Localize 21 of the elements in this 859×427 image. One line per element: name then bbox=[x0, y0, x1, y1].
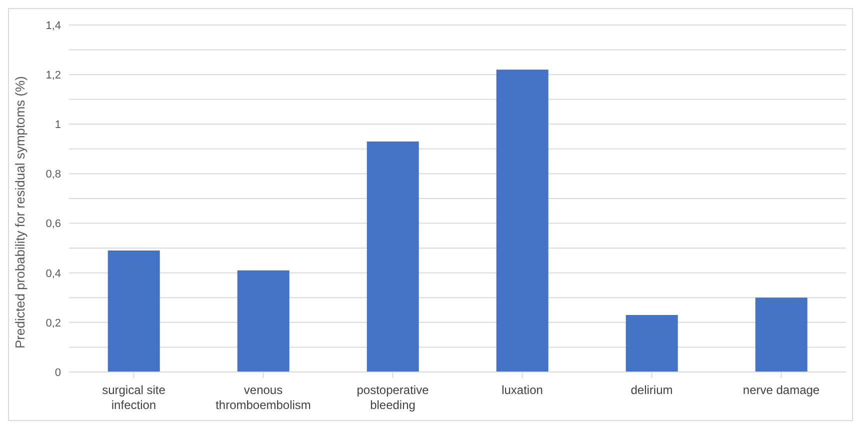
x-tick-label: venous thromboembolism bbox=[216, 383, 311, 412]
y-tick-label: 0 bbox=[54, 366, 61, 379]
y-tick-label: 0,8 bbox=[46, 168, 61, 181]
x-tick-label: surgical site infection bbox=[102, 383, 166, 412]
x-tick-label: delirium bbox=[630, 383, 673, 397]
y-tick-label: 1 bbox=[54, 119, 61, 132]
y-tick-label: 0,6 bbox=[46, 218, 61, 230]
y-tick-label: 1,2 bbox=[46, 69, 61, 82]
x-tick-label: nerve damage bbox=[742, 383, 820, 397]
bar bbox=[366, 141, 419, 372]
bar bbox=[626, 314, 678, 372]
y-axis-title: Predicted probability for residual symptoms (%) bbox=[12, 76, 28, 348]
y-tick-label: 0,4 bbox=[46, 268, 61, 280]
bar bbox=[496, 70, 548, 372]
x-tick-label: luxation bbox=[502, 383, 543, 397]
bar bbox=[108, 250, 160, 372]
bar bbox=[755, 298, 808, 372]
y-tick-label: 0,2 bbox=[46, 317, 61, 330]
y-tick-label: 1,4 bbox=[46, 20, 61, 32]
x-tick-label: postoperative bleeding bbox=[356, 383, 430, 412]
bar bbox=[237, 270, 290, 372]
